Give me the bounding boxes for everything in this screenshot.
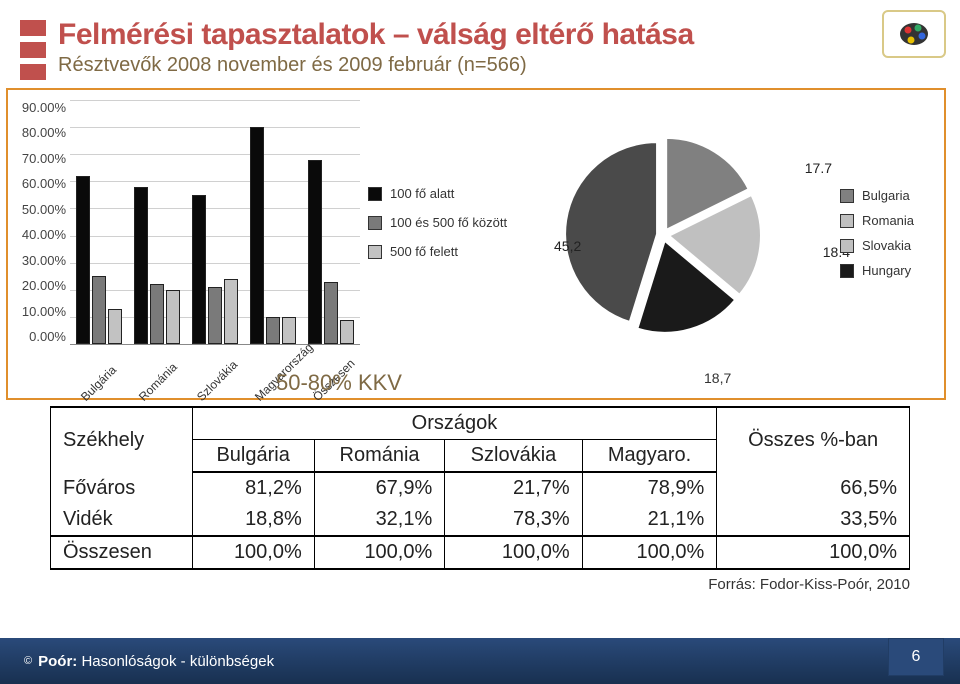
legend-label: Romania (862, 213, 914, 228)
pie-label-hungary: 45,2 (554, 238, 581, 254)
col-header: Magyaro. (582, 440, 717, 473)
pie-chart: 17.7 18.4 45,2 (548, 120, 828, 380)
col-header: Románia (314, 440, 445, 473)
row-label: Vidék (51, 504, 193, 536)
bar-legend: 100 fő alatt 100 és 500 fő között 500 fő f… (368, 186, 524, 273)
bar (166, 290, 180, 344)
legend-label: 500 fő felett (390, 244, 458, 259)
page-title: Felmérési tapasztalatok – válság eltérő … (58, 18, 870, 52)
bar (266, 317, 280, 344)
table-cell: 81,2% (192, 472, 314, 504)
legend-swatch (840, 239, 854, 253)
bar (192, 195, 206, 344)
legend-swatch (840, 264, 854, 278)
legend-swatch (368, 245, 382, 259)
bar (92, 276, 106, 344)
bar (224, 279, 238, 344)
legend-swatch (840, 214, 854, 228)
table-cell: 100,0% (192, 536, 314, 569)
group-header: Országok (192, 407, 717, 440)
table-cell: 33,5% (717, 504, 910, 536)
table-row: Összesen100,0%100,0%100,0%100,0%100,0% (51, 536, 910, 569)
total-header: Összes %-ban (717, 407, 910, 472)
table-row: Vidék18,8%32,1%78,3%21,1%33,5% (51, 504, 910, 536)
legend-label: 100 és 500 fő között (390, 215, 507, 230)
logo-icon (882, 10, 946, 58)
legend-label: Bulgaria (862, 188, 910, 203)
footer-text: Poór: Hasonlóságok - különbségek (38, 653, 274, 670)
page-subtitle: Résztvevők 2008 november és 2009 február… (58, 54, 870, 77)
row-header: Székhely (51, 407, 193, 472)
table-cell: 100,0% (314, 536, 445, 569)
row-label: Főváros (51, 472, 193, 504)
legend-label: 100 fő alatt (390, 186, 454, 201)
table-cell: 21,1% (582, 504, 717, 536)
source-citation: Forrás: Fodor-Kiss-Poór, 2010 (708, 576, 910, 593)
kkv-number: 18,7 (704, 370, 731, 386)
table-cell: 100,0% (445, 536, 582, 569)
row-label: Összesen (51, 536, 193, 569)
copyright-icon: © (24, 655, 32, 667)
bar-chart: 90.00%80.00%70.00%60.00%50.00%40.00%30.0… (14, 100, 364, 344)
page-number: 6 (888, 638, 944, 676)
table-cell: 100,0% (717, 536, 910, 569)
charts-panel: 90.00%80.00%70.00%60.00%50.00%40.00%30.0… (6, 88, 946, 400)
data-table: SzékhelyOrszágokÖsszes %-ban BulgáriaRomá… (50, 406, 910, 570)
bar (208, 287, 222, 344)
table-cell: 18,8% (192, 504, 314, 536)
legend-swatch (840, 189, 854, 203)
legend-swatch (368, 187, 382, 201)
legend-label: Slovakia (862, 238, 911, 253)
legend-label: Hungary (862, 263, 911, 278)
bar (150, 284, 164, 344)
pie-label-bulgaria: 17.7 (805, 160, 832, 176)
pie-slice (565, 142, 657, 322)
table-cell: 100,0% (582, 536, 717, 569)
bar (108, 309, 122, 344)
table-cell: 66,5% (717, 472, 910, 504)
bar (324, 282, 338, 344)
bar (282, 317, 296, 344)
col-header: Szlovákia (445, 440, 582, 473)
table-cell: 67,9% (314, 472, 445, 504)
bar (134, 187, 148, 344)
kkv-label: 50-80% KKV (276, 370, 402, 396)
table-cell: 78,3% (445, 504, 582, 536)
table-cell: 32,1% (314, 504, 445, 536)
col-header: Bulgária (192, 440, 314, 473)
legend-swatch (368, 216, 382, 230)
bar (250, 127, 264, 344)
table-cell: 78,9% (582, 472, 717, 504)
bar (340, 320, 354, 344)
accent-squares (20, 20, 46, 80)
bar (76, 176, 90, 344)
bar (308, 160, 322, 344)
table-row: Főváros81,2%67,9%21,7%78,9%66,5% (51, 472, 910, 504)
footer-bar: © Poór: Hasonlóságok - különbségek (0, 638, 960, 684)
table-cell: 21,7% (445, 472, 582, 504)
pie-legend: Bulgaria Romania Slovakia Hungary (840, 188, 914, 288)
